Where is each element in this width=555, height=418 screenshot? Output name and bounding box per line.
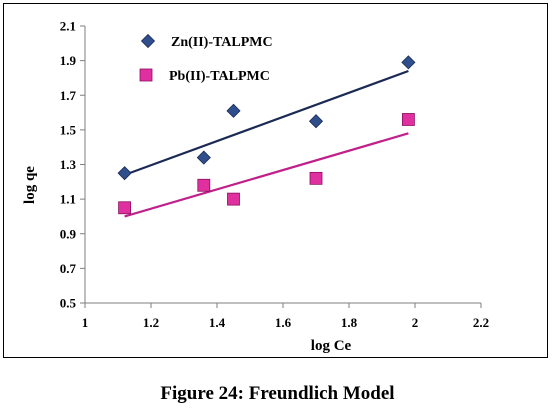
y-tick-label: 1.1 — [60, 192, 76, 207]
x-tick-label: 1.6 — [275, 315, 292, 330]
x-tick-label: 1.4 — [209, 315, 226, 330]
x-tick-label: 1.2 — [143, 315, 159, 330]
y-tick-label: 1.5 — [60, 122, 77, 137]
figure-caption: Figure 24: Freundlich Model — [160, 383, 395, 404]
trendlines — [124, 69, 409, 218]
pb-data-point — [309, 171, 323, 185]
x-tick-label: 2.2 — [473, 315, 489, 330]
x-tick-label: 2 — [412, 315, 419, 330]
pb-legend-marker — [139, 68, 153, 82]
zn-data-point — [401, 55, 416, 70]
zn-data-point — [196, 150, 211, 165]
y-tick-label: 1.9 — [60, 53, 77, 68]
zn-data-point — [117, 166, 132, 181]
y-tick-label: 0.5 — [60, 296, 77, 311]
pb-legend-label: Pb(II)-TALPMC — [169, 69, 270, 84]
y-tick-label: 1.3 — [60, 157, 77, 172]
freundlich-chart: 0.5 0.7 0.9 1.1 1.3 1.5 1.7 1.9 2.1 1 1.2 1.4 1.6 1.8… — [22, 19, 489, 355]
y-tick-label: 0.9 — [60, 226, 77, 241]
axes: 0.5 0.7 0.9 1.1 1.3 1.5 1.7 1.9 2.1 1 1.2 1.4 1.6 1.8… — [60, 19, 489, 331]
zn-legend-label: Zn(II)-TALPMC — [171, 35, 273, 50]
y-axis-label: log qe — [22, 166, 38, 204]
y-tick-label: 2.1 — [60, 19, 76, 34]
pb-trendline — [124, 132, 409, 218]
x-tick-label: 1.8 — [341, 315, 358, 330]
zn-trendline — [124, 69, 409, 176]
x-axis-label: log Ce — [311, 338, 352, 354]
pb-data-point — [197, 178, 211, 192]
pb-data-point — [227, 192, 240, 206]
data-points — [117, 55, 416, 215]
zn-legend-marker — [140, 33, 156, 49]
legend: Zn(II)-TALPMC Pb(II)-TALPMC — [139, 33, 273, 84]
pb-data-point — [401, 113, 415, 126]
zn-data-point — [308, 114, 324, 129]
y-tick-label: 0.7 — [60, 261, 77, 276]
pb-data-point — [118, 201, 131, 215]
zn-data-point — [226, 103, 241, 118]
chart-frame — [3, 3, 548, 358]
y-tick-label: 1.7 — [60, 88, 77, 103]
x-tick-label: 1 — [82, 315, 89, 330]
